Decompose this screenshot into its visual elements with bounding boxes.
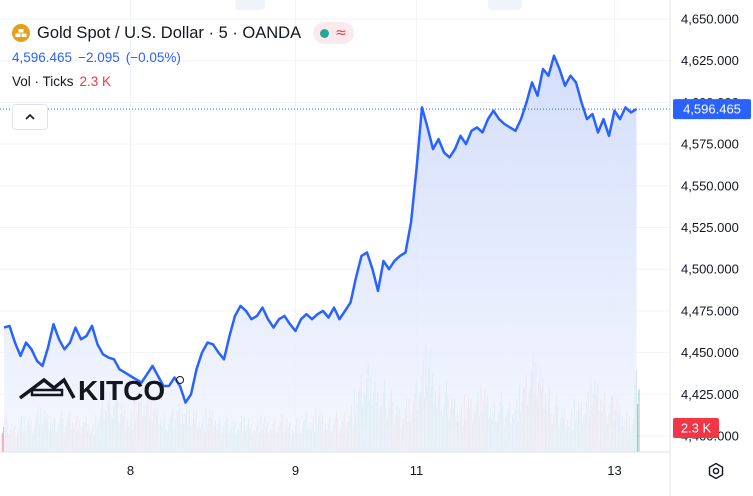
price-line <box>3 54 638 404</box>
y-tick-label: 4,500.000 <box>681 262 739 277</box>
y-tick-label: 4,650.000 <box>681 12 739 27</box>
volume-label[interactable]: Vol · Ticks <box>12 74 74 89</box>
wave-icon: ≈ <box>335 25 347 41</box>
chevron-up-icon <box>25 113 35 120</box>
y-tick-label: 4,425.000 <box>681 387 739 402</box>
volume-value: 2.3 K <box>79 74 112 89</box>
y-tick-label: 4,625.000 <box>681 53 739 68</box>
price-change-pct: (−0.05%) <box>125 50 181 65</box>
kitco-wordmark: KITCO <box>78 375 165 406</box>
y-tick-label: 4,575.000 <box>681 137 739 152</box>
toolbar-tab-right[interactable] <box>488 0 522 10</box>
volume-bar <box>637 403 639 452</box>
price-change: −2.095 <box>78 50 120 65</box>
kitco-logo-mark <box>18 377 76 400</box>
y-tick-label: 4,550.000 <box>681 178 739 193</box>
last-volume-label-bg <box>673 418 719 438</box>
last-price-label-bg <box>673 99 751 120</box>
kitco-logo-bar <box>30 388 64 397</box>
price-area-fill <box>4 55 637 452</box>
price-area <box>0 54 670 452</box>
collapse-legend-button[interactable] <box>12 104 48 130</box>
legend-header: Gold Spot / U.S. Dollar · 5 · OANDA ≈ 4,… <box>12 22 354 89</box>
volume-bar <box>1 433 3 452</box>
gear-icon <box>708 462 724 480</box>
x-tick-label: 11 <box>410 463 424 478</box>
volume-bar <box>3 426 5 452</box>
market-status-pill[interactable]: ≈ <box>313 22 354 44</box>
last-price-label: 4,596.465 <box>673 99 751 120</box>
y-tick-label: 4,450.000 <box>681 345 739 360</box>
last-volume-label-text: 2.3 K <box>681 421 712 436</box>
toolbar-tab-left[interactable] <box>235 0 265 10</box>
x-tick-label: 13 <box>607 463 621 478</box>
chart-settings-button[interactable] <box>703 458 729 484</box>
last-price-label-text: 4,596.465 <box>683 102 741 117</box>
kitco-watermark: KITCO <box>18 375 184 406</box>
gold-bars-icon <box>12 24 30 42</box>
green-dot-icon <box>320 28 330 38</box>
y-tick-label: 4,525.000 <box>681 220 739 235</box>
y-tick-label: 4,475.000 <box>681 303 739 318</box>
last-price: 4,596.465 <box>12 50 73 65</box>
x-tick-label: 9 <box>292 463 299 478</box>
symbol-title[interactable]: Gold Spot / U.S. Dollar · 5 · OANDA <box>37 23 302 42</box>
last-volume-label: 2.3 K <box>673 418 719 438</box>
volume-row: Vol · Ticks 2.3 K <box>12 74 354 89</box>
x-tick-label: 8 <box>127 463 134 478</box>
volume-bar <box>638 389 640 452</box>
price-row: 4,596.465 −2.095 (−0.05%) <box>12 50 354 65</box>
